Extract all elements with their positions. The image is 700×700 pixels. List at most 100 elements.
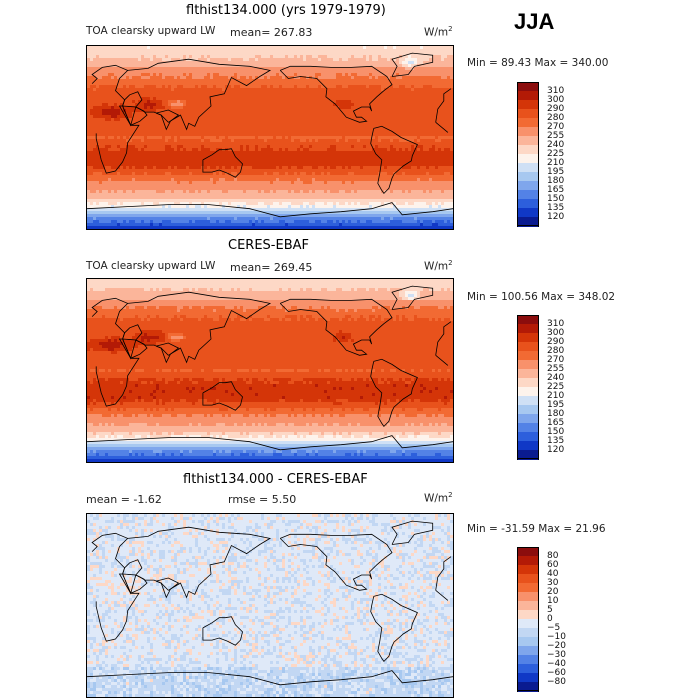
colorbar-tick-label: −80 xyxy=(547,677,566,687)
colorbar-tick-label: 310 xyxy=(547,86,564,96)
coastline-segment xyxy=(391,52,434,77)
colorbar-tick-label: −20 xyxy=(547,641,566,651)
coastline-segment xyxy=(279,533,393,591)
colorbar-tick-label: 135 xyxy=(547,203,564,213)
colorbar-tick-label: 225 xyxy=(547,149,564,159)
coastlines xyxy=(87,285,453,451)
panel-3-map xyxy=(86,513,454,698)
map-field-cells xyxy=(87,279,453,462)
colorbar-tick-label: 20 xyxy=(547,587,558,597)
colorbar-tick-label: 120 xyxy=(547,212,564,222)
colorbar-tick-label: −5 xyxy=(547,623,560,633)
colorbar-tick-label: 180 xyxy=(547,176,564,186)
coastline-segment xyxy=(435,321,452,356)
colorbar-tick-label: 225 xyxy=(547,382,564,392)
panel-3-units-exp: 2 xyxy=(448,491,452,499)
panel-2-map-field xyxy=(87,279,453,462)
coastline-segment xyxy=(435,556,452,591)
colorbar-tick-label: 150 xyxy=(547,194,564,204)
colorbar-tick-label: 195 xyxy=(547,400,564,410)
coastline-segment xyxy=(155,577,180,599)
coastline-segment xyxy=(435,589,449,601)
panel-2-units-exp: 2 xyxy=(448,259,452,267)
colorbar-tick-label: 300 xyxy=(547,95,564,105)
coastlines xyxy=(87,520,453,686)
coastline-segment xyxy=(91,297,140,407)
coastline-segment xyxy=(155,342,180,364)
colorbar-tick-label: 40 xyxy=(547,569,558,579)
coastline-segment xyxy=(370,125,418,195)
colorbar-tick-label: 280 xyxy=(547,113,564,123)
panel-1-minmax: Min = 89.43 Max = 340.00 xyxy=(467,58,608,69)
panel-3-rmse-label: rmse = 5.50 xyxy=(228,494,296,505)
coastline-segment xyxy=(370,358,418,428)
colorbar-tick-label: 210 xyxy=(547,158,564,168)
colorbar-tick-label: 120 xyxy=(547,445,564,455)
colorbar-tick-label: 255 xyxy=(547,364,564,374)
colorbar-tick-label: 150 xyxy=(547,427,564,437)
coastline-segment xyxy=(391,285,434,310)
panel-1-units-exp: 2 xyxy=(448,25,452,33)
colorbar-tick-label: 290 xyxy=(547,337,564,347)
season-label: JJA xyxy=(514,11,554,33)
coastline-segment xyxy=(202,148,243,178)
panel-2-title: CERES-EBAF xyxy=(228,239,309,252)
colorbar-tick-label: 280 xyxy=(547,346,564,356)
coastline-segment xyxy=(435,121,449,133)
panel-1-map xyxy=(86,45,454,230)
colorbar-tick-label: −60 xyxy=(547,668,566,678)
panel-2-units-base: W/m xyxy=(424,261,448,273)
coastline-segment xyxy=(370,593,418,663)
colorbar-tick-label: 165 xyxy=(547,185,564,195)
panel-3-units-base: W/m xyxy=(424,493,448,505)
colorbar-tick-label: 30 xyxy=(547,578,558,588)
coastline-segment xyxy=(155,109,180,131)
coastline-segment xyxy=(87,670,453,686)
colorbar-tick-label: 300 xyxy=(547,328,564,338)
panel-1-units: W/m2 xyxy=(424,26,453,38)
panel-2-variable-label: TOA clearsky upward LW xyxy=(86,261,215,272)
colorbar-frame xyxy=(517,547,539,691)
colorbar-frame xyxy=(517,315,539,459)
colorbar-tick-label: −40 xyxy=(547,659,566,669)
coastline-segment xyxy=(91,64,140,174)
colorbar-tick-label: 165 xyxy=(547,418,564,428)
map-field-cells xyxy=(87,514,453,697)
colorbar-tick-label: −30 xyxy=(547,650,566,660)
colorbar-tick-label: 195 xyxy=(547,167,564,177)
colorbar-tick-label: 5 xyxy=(547,605,553,615)
colorbar-tick-label: 270 xyxy=(547,122,564,132)
coastline-segment xyxy=(87,435,453,451)
colorbar-tick-label: 240 xyxy=(547,140,564,150)
panel-2-minmax: Min = 100.56 Max = 348.02 xyxy=(467,292,615,303)
coastline-segment xyxy=(202,616,243,646)
panel-2-mean-label: mean= 269.45 xyxy=(230,262,312,273)
panel-2-map xyxy=(86,278,454,463)
coastline-segment xyxy=(202,381,243,411)
panel-1-map-field xyxy=(87,46,453,229)
panel-1-title: flthist134.000 (yrs 1979-1979) xyxy=(186,4,386,17)
coastline-segment xyxy=(279,298,393,356)
colorbar-tick-label: −10 xyxy=(547,632,566,642)
colorbar-tick-label: 60 xyxy=(547,560,558,570)
coastline-segment xyxy=(122,573,148,594)
coastlines xyxy=(87,52,453,218)
panel-3-minmax: Min = -31.59 Max = 21.96 xyxy=(467,524,606,535)
colorbar-tick-label: 290 xyxy=(547,104,564,114)
panel-1-units-base: W/m xyxy=(424,27,448,39)
colorbar-tick-label: 135 xyxy=(547,436,564,446)
colorbar-tick-label: 270 xyxy=(547,355,564,365)
panel-2-units: W/m2 xyxy=(424,260,453,272)
panel-3-title: flthist134.000 - CERES-EBAF xyxy=(183,473,368,486)
colorbar-tick-label: 210 xyxy=(547,391,564,401)
colorbar-frame xyxy=(517,82,539,226)
colorbar-tick-label: 240 xyxy=(547,373,564,383)
panel-1-mean-label: mean= 267.83 xyxy=(230,27,312,38)
coastline-segment xyxy=(279,65,393,123)
coastline-segment xyxy=(435,88,452,123)
coastline-segment xyxy=(122,338,148,359)
panel-3-mean-label: mean = -1.62 xyxy=(86,494,162,505)
panel-3-map-field xyxy=(87,514,453,697)
coastline-segment xyxy=(91,532,140,642)
colorbar-tick-label: 10 xyxy=(547,596,558,606)
